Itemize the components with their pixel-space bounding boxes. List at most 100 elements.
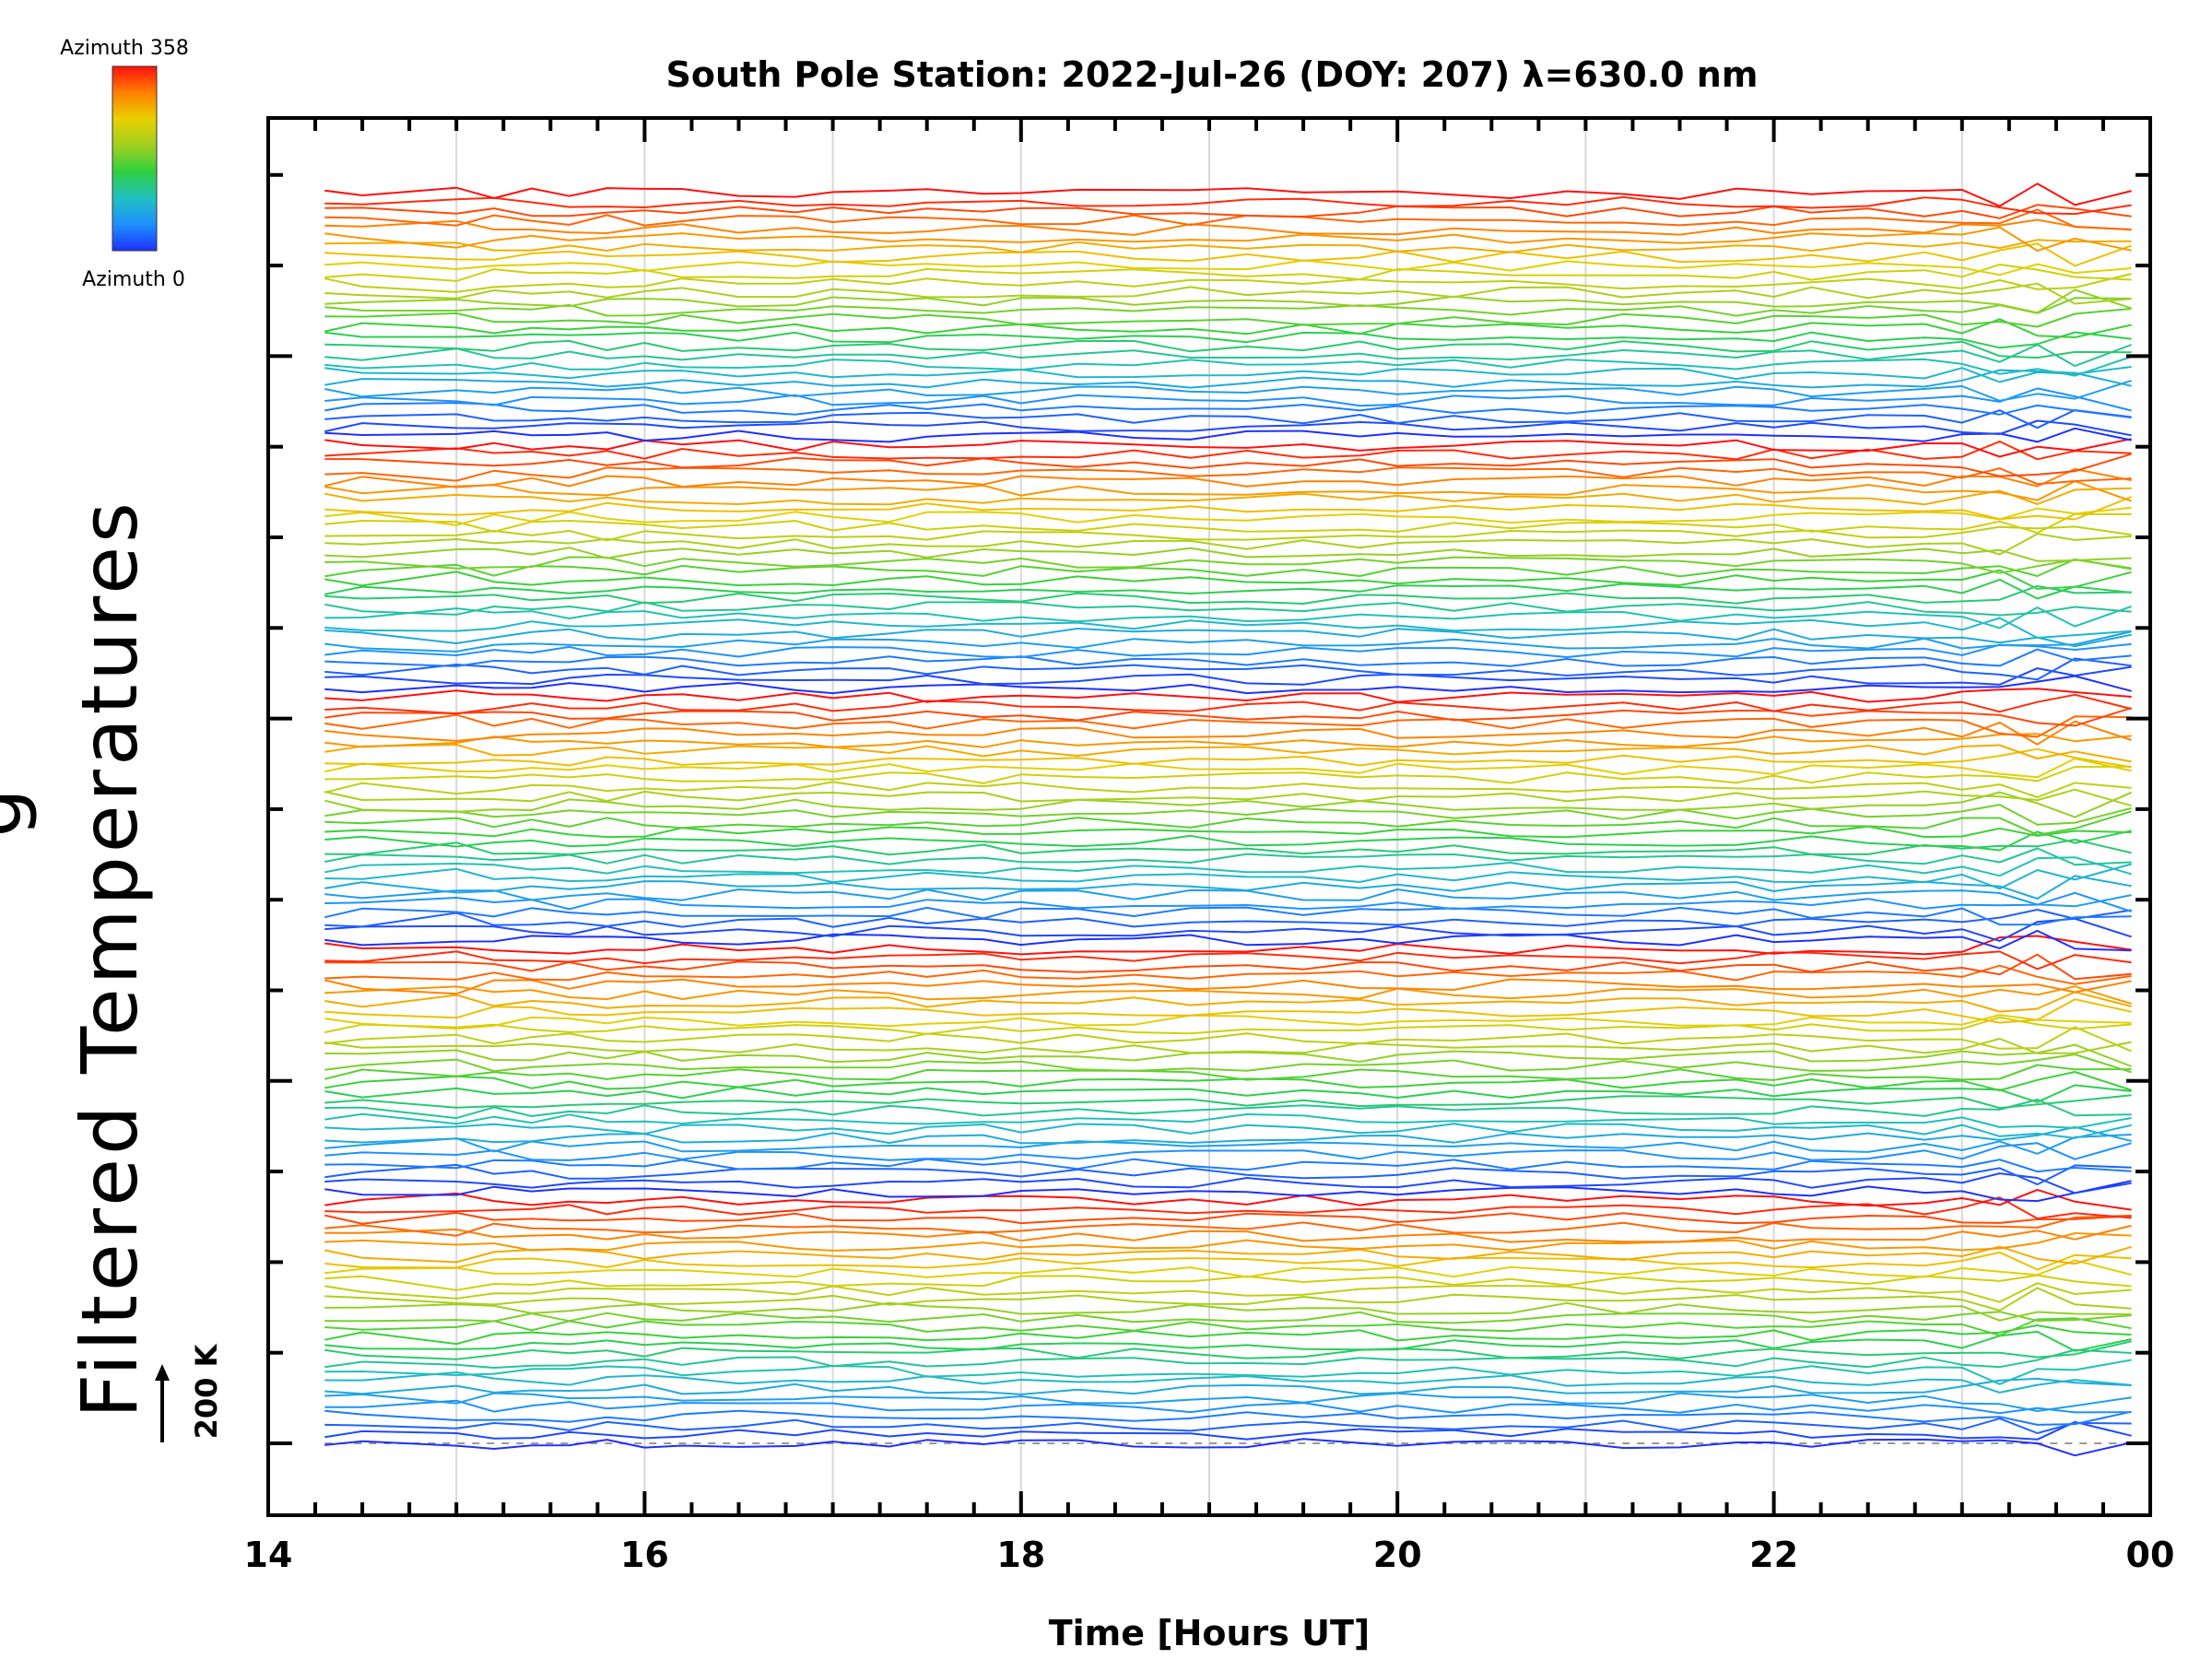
series-line <box>324 208 2132 230</box>
series-line <box>324 569 2132 590</box>
series-line <box>324 558 2132 578</box>
series-line <box>324 688 2132 703</box>
series-line <box>324 791 2133 818</box>
series-line <box>324 1287 2132 1312</box>
series-line <box>324 1112 2132 1129</box>
series-line <box>324 630 2132 653</box>
series-line <box>324 1163 2132 1186</box>
series-line <box>324 496 2132 521</box>
series-line <box>324 356 2132 377</box>
colorbar-top-label: Azimuth 358 <box>60 37 189 60</box>
series-line <box>324 1251 2132 1271</box>
series-line <box>324 1330 2132 1352</box>
series-line <box>324 917 2132 942</box>
series-line <box>324 438 2132 458</box>
series-line <box>324 804 2132 826</box>
series-line <box>324 204 2132 219</box>
series-line <box>324 387 2132 412</box>
scale-bar: 200 K <box>155 1343 224 1442</box>
series-line <box>324 379 2132 402</box>
series-line <box>324 1123 2132 1139</box>
series-line <box>324 693 2132 715</box>
series-line <box>324 1188 2132 1211</box>
series-line <box>324 466 2132 486</box>
series-line <box>324 1340 2132 1360</box>
series-line <box>324 810 2132 836</box>
series-line <box>324 1094 2132 1110</box>
series-line <box>324 781 2132 798</box>
series-line <box>324 744 2132 763</box>
series-line <box>324 288 2132 314</box>
series-line <box>324 847 2132 866</box>
series-line <box>324 601 2132 617</box>
x-axis-label: Time [Hours UT] <box>1049 1613 1371 1653</box>
series-line <box>324 628 2132 648</box>
grid-lines <box>455 118 1963 1515</box>
series-line <box>324 1232 2132 1252</box>
series-line <box>324 1224 2132 1243</box>
series-line <box>324 480 2132 502</box>
series-line <box>324 282 2132 305</box>
series-line <box>324 909 2132 928</box>
series-line <box>324 1125 2132 1145</box>
series-line <box>324 605 2132 629</box>
series-line <box>324 264 2132 282</box>
series-line <box>324 273 2132 293</box>
series-line <box>324 1038 2132 1054</box>
series-line <box>324 648 2132 667</box>
colorbar <box>112 65 158 252</box>
series-line <box>324 1274 2132 1291</box>
series-line <box>324 1099 2132 1120</box>
series-line <box>324 1071 2132 1092</box>
series-line <box>324 487 2132 506</box>
series-line <box>324 830 2132 852</box>
series-line <box>324 1301 2132 1322</box>
series-line <box>324 935 2132 956</box>
series-line <box>324 1438 2132 1457</box>
series-line <box>324 453 2132 477</box>
series-line <box>324 419 2132 437</box>
scale-bar-label: 200 K <box>189 1343 224 1439</box>
series-line <box>324 747 2132 769</box>
y-axis-label-clipped: g <box>0 784 39 837</box>
x-tick-label: 14 <box>244 1535 293 1575</box>
series-line <box>324 875 2132 900</box>
series-line <box>324 547 2132 562</box>
series-line <box>324 657 2132 681</box>
series-line <box>324 964 2132 985</box>
series-line <box>324 1053 2132 1074</box>
series-line <box>324 839 2132 856</box>
series-group <box>324 182 2133 1457</box>
series-line <box>324 182 2132 207</box>
series-line <box>324 226 2132 252</box>
y-axis-label: Filtered Temperatures <box>65 499 155 1418</box>
series-line <box>324 525 2132 542</box>
series-line <box>324 307 2132 328</box>
x-tick-label: 00 <box>2126 1535 2175 1575</box>
x-tick-label: 16 <box>620 1535 669 1575</box>
series-line <box>324 409 2132 429</box>
series-line <box>324 765 2132 784</box>
series-line <box>324 978 2132 995</box>
series-line <box>324 512 2132 535</box>
series-line <box>324 733 2132 748</box>
series-line <box>324 1180 2132 1203</box>
x-tick-labels: 14 16 18 20 22 00 <box>244 1535 2175 1575</box>
series-line <box>324 506 2132 526</box>
series-line <box>324 675 2132 695</box>
series-line <box>324 720 2132 746</box>
series-line <box>324 1084 2132 1103</box>
series-line <box>324 1158 2132 1173</box>
scale-bar-arrowhead <box>155 1364 170 1381</box>
series-line <box>324 953 2132 981</box>
series-line <box>324 1211 2132 1225</box>
series-line <box>324 259 2132 276</box>
series-line <box>324 339 2132 359</box>
series-line <box>324 1245 2132 1265</box>
series-line <box>324 242 2132 267</box>
series-line <box>324 318 2132 338</box>
series-line <box>324 665 2132 686</box>
series-line <box>324 950 2132 971</box>
series-line <box>324 467 2132 488</box>
